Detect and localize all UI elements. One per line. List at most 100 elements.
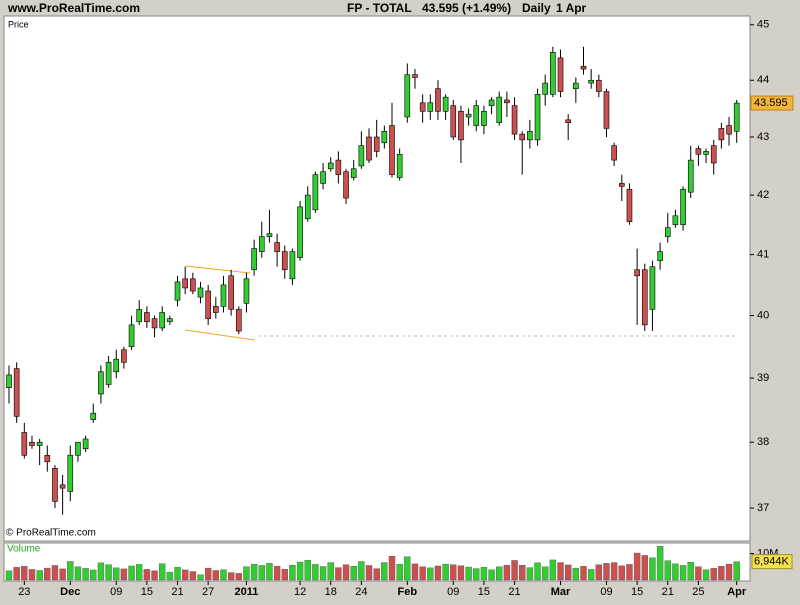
volume-bar bbox=[181, 569, 189, 581]
volume-bar bbox=[733, 561, 740, 581]
candle-body bbox=[13, 368, 20, 417]
volume-bar bbox=[36, 570, 43, 581]
volume-bar bbox=[74, 566, 82, 581]
volume-bar bbox=[342, 564, 350, 581]
candle-body bbox=[680, 188, 686, 225]
candle-body bbox=[641, 269, 648, 326]
candle-body bbox=[205, 290, 211, 319]
candle-body bbox=[197, 287, 204, 298]
candle-body bbox=[733, 102, 740, 132]
candle-body bbox=[213, 306, 219, 313]
x-tick-label: 27 bbox=[202, 586, 214, 598]
candle-body bbox=[419, 102, 426, 112]
volume-bar bbox=[427, 567, 434, 581]
candle-body bbox=[718, 128, 725, 141]
volume-bar bbox=[189, 571, 197, 581]
candle-body bbox=[687, 159, 694, 193]
candle-body bbox=[243, 278, 250, 304]
copyright: © ProRealTime.com bbox=[6, 528, 96, 539]
candle-body bbox=[473, 105, 480, 126]
volume-bar bbox=[365, 565, 373, 581]
volume-bar bbox=[13, 567, 20, 581]
candle-body bbox=[274, 242, 280, 252]
volume-bar bbox=[457, 565, 465, 581]
volume-bar bbox=[557, 562, 564, 581]
period: Daily bbox=[522, 1, 551, 15]
candle-body bbox=[289, 251, 296, 280]
volume-bar bbox=[197, 574, 204, 581]
volume-bar bbox=[672, 563, 679, 581]
volume-bar bbox=[227, 572, 235, 581]
candle-body bbox=[649, 266, 656, 310]
volume-bar bbox=[526, 567, 534, 581]
candle-body bbox=[343, 171, 349, 199]
volume-bar bbox=[649, 557, 656, 581]
volume-bar bbox=[610, 562, 618, 581]
candle-body bbox=[481, 111, 487, 126]
volume-bar bbox=[220, 569, 227, 581]
volume-bar bbox=[496, 566, 503, 581]
candle-body bbox=[21, 432, 28, 456]
volume-bar bbox=[664, 560, 671, 581]
candle-body bbox=[182, 278, 188, 289]
volume-tag-bg bbox=[751, 554, 793, 570]
candle-body bbox=[588, 79, 594, 84]
instrument: FP - TOTAL bbox=[347, 1, 412, 15]
volume-bar bbox=[327, 562, 334, 581]
candle-body bbox=[258, 236, 265, 252]
volume-bar bbox=[595, 564, 603, 581]
candle-body bbox=[404, 74, 411, 118]
volume-bar bbox=[442, 563, 449, 581]
volume-bar bbox=[587, 569, 595, 581]
price-tag-bg bbox=[750, 95, 794, 111]
volume-bar bbox=[626, 564, 633, 581]
candle-body bbox=[412, 74, 418, 78]
candle-body bbox=[98, 371, 104, 395]
candle-body bbox=[542, 82, 549, 95]
y-tick-label: 43 bbox=[757, 131, 769, 143]
volume-bar bbox=[419, 566, 426, 581]
x-tick-label: 21 bbox=[662, 586, 674, 598]
x-tick-label: 09 bbox=[110, 586, 122, 598]
candle-body bbox=[366, 136, 372, 161]
trend-line bbox=[184, 265, 251, 274]
candle-body bbox=[458, 111, 464, 141]
candle-body bbox=[113, 358, 120, 373]
candle-body bbox=[228, 275, 234, 310]
volume-bar bbox=[59, 568, 66, 581]
candle-body bbox=[565, 119, 571, 124]
volume-bar bbox=[641, 555, 648, 581]
volume-bar bbox=[281, 568, 288, 581]
volume-bar bbox=[465, 566, 472, 581]
candle-body bbox=[427, 102, 434, 112]
candle-body bbox=[190, 278, 196, 292]
volume-bar bbox=[28, 569, 36, 581]
volume-bar bbox=[51, 565, 59, 581]
y-tick-label: 39 bbox=[757, 372, 769, 384]
volume-bar bbox=[143, 569, 151, 581]
candle-body bbox=[634, 269, 640, 277]
volume-bar bbox=[113, 567, 120, 581]
volume-bar bbox=[174, 567, 181, 581]
candle-body bbox=[320, 171, 326, 184]
y-tick-label: 42 bbox=[757, 189, 769, 201]
x-tick-label: 24 bbox=[355, 586, 367, 598]
candle-body bbox=[465, 113, 472, 118]
volume-bar bbox=[166, 571, 174, 581]
candle-body bbox=[603, 91, 610, 129]
volume-bar bbox=[603, 563, 610, 581]
candle-body bbox=[236, 309, 242, 332]
candle-body bbox=[573, 82, 579, 89]
candle-body bbox=[52, 468, 58, 502]
candle-body bbox=[611, 145, 617, 161]
volume-bar bbox=[411, 563, 419, 581]
volume-bar bbox=[151, 570, 158, 581]
volume-bar bbox=[358, 561, 365, 581]
volume-bar bbox=[549, 559, 557, 581]
volume-bar bbox=[381, 562, 388, 581]
volume-bar bbox=[212, 570, 220, 581]
candle-body bbox=[726, 125, 732, 135]
volume-bar bbox=[266, 563, 273, 581]
candle-body bbox=[136, 309, 143, 323]
